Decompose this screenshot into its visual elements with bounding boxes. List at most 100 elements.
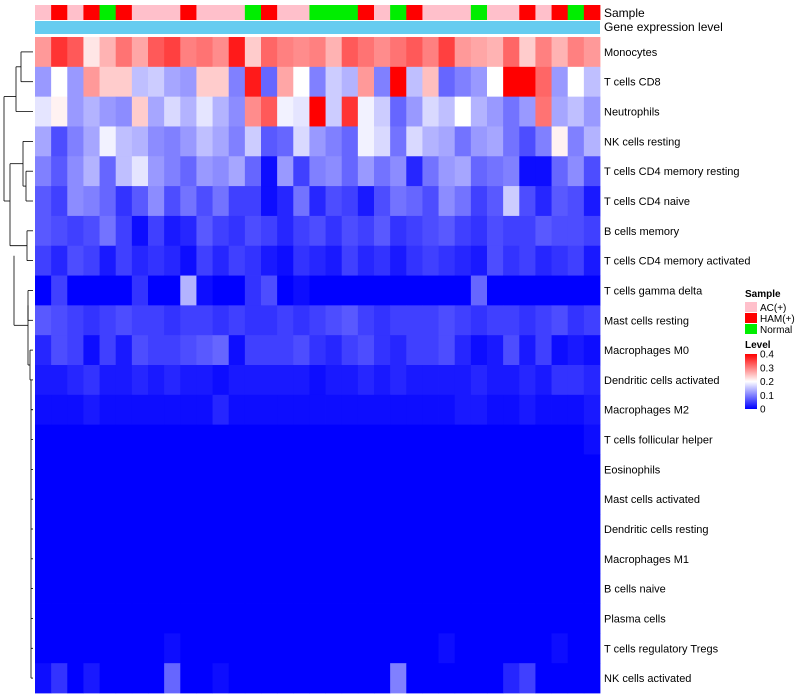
heatmap-cell bbox=[277, 394, 294, 426]
heatmap-cell bbox=[583, 66, 601, 98]
heatmap-cell bbox=[83, 543, 100, 575]
heatmap-cell bbox=[519, 245, 536, 276]
heatmap-cell bbox=[519, 66, 536, 98]
heatmap-cell bbox=[261, 215, 278, 247]
heatmap-cell bbox=[583, 543, 601, 575]
heatmap-cell bbox=[422, 484, 439, 515]
heatmap-cell bbox=[131, 275, 149, 306]
heatmap-cell bbox=[325, 275, 343, 306]
heatmap-cell bbox=[583, 484, 601, 515]
heatmap-cell bbox=[83, 275, 100, 306]
heatmap-cell bbox=[422, 275, 439, 306]
heatmap-cell bbox=[503, 156, 520, 187]
heatmap-cells bbox=[35, 37, 601, 694]
heatmap-cell bbox=[261, 663, 278, 694]
heatmap-cell bbox=[99, 573, 117, 604]
legend-level-tick: 0.1 bbox=[760, 391, 774, 402]
heatmap-cell bbox=[35, 394, 52, 426]
heatmap-cell bbox=[212, 275, 230, 306]
heatmap-cell bbox=[309, 365, 326, 396]
heatmap-cell bbox=[212, 186, 230, 217]
heatmap-cell bbox=[212, 305, 230, 336]
heatmap-cell bbox=[51, 245, 68, 276]
heatmap-cell bbox=[67, 484, 84, 515]
heatmap-cell bbox=[212, 37, 230, 68]
heatmap-cell bbox=[487, 514, 504, 545]
heatmap-cell bbox=[438, 126, 456, 157]
heatmap-cell bbox=[51, 573, 68, 604]
heatmap-cell bbox=[567, 37, 585, 68]
heatmap-cell bbox=[99, 275, 117, 306]
heatmap-cell bbox=[422, 186, 439, 217]
heatmap-cell bbox=[277, 484, 294, 515]
sample-annotation-cell bbox=[374, 5, 391, 20]
heatmap-cell bbox=[406, 663, 423, 694]
heatmap-cell bbox=[196, 126, 213, 157]
row-labels: Monocytes T cells CD8 Neutrophils NK cells … bbox=[604, 47, 751, 685]
heatmap-cell bbox=[374, 394, 391, 426]
heatmap-cell bbox=[390, 454, 407, 485]
heatmap-cell bbox=[357, 573, 375, 604]
heatmap-cell bbox=[212, 633, 230, 664]
heatmap-cell bbox=[51, 305, 68, 336]
heatmap-cell bbox=[212, 156, 230, 187]
sample-annotation-cell bbox=[341, 5, 359, 20]
heatmap-cell bbox=[503, 215, 520, 247]
heatmap-cell bbox=[148, 484, 165, 515]
heatmap-cell bbox=[535, 454, 552, 485]
heatmap-cell bbox=[390, 215, 407, 247]
heatmap-cell bbox=[357, 335, 375, 366]
heatmap-cell bbox=[196, 156, 213, 187]
heatmap-cell bbox=[487, 245, 504, 276]
heatmap-cell bbox=[551, 275, 569, 306]
heatmap-cell bbox=[551, 514, 569, 545]
heatmap-cell bbox=[390, 573, 407, 604]
heatmap-cell bbox=[583, 424, 601, 455]
heatmap-cell bbox=[148, 305, 165, 336]
heatmap-cell bbox=[535, 37, 552, 68]
heatmap-cell bbox=[503, 335, 520, 366]
heatmap-cell bbox=[51, 126, 68, 157]
heatmap-cell bbox=[115, 663, 133, 694]
heatmap-cell bbox=[261, 245, 278, 276]
heatmap-cell bbox=[438, 394, 456, 426]
heatmap-cell bbox=[341, 663, 359, 694]
heatmap-cell bbox=[406, 96, 423, 127]
heatmap-cell bbox=[390, 424, 407, 455]
heatmap-cell bbox=[551, 633, 569, 664]
heatmap-cell bbox=[357, 394, 375, 426]
heatmap-cell bbox=[454, 66, 472, 98]
heatmap-cell bbox=[454, 454, 472, 485]
heatmap-cell bbox=[487, 394, 504, 426]
heatmap-cell bbox=[277, 335, 294, 366]
heatmap-cell bbox=[309, 126, 326, 157]
heatmap-cell bbox=[503, 365, 520, 396]
heatmap-cell bbox=[551, 335, 569, 366]
heatmap-cell bbox=[99, 37, 117, 68]
heatmap-cell bbox=[228, 394, 246, 426]
heatmap-cell bbox=[357, 305, 375, 336]
heatmap-cell bbox=[519, 365, 536, 396]
sample-annotation-cell bbox=[390, 5, 407, 20]
heatmap-cell bbox=[567, 156, 585, 187]
heatmap-cell bbox=[374, 633, 391, 664]
heatmap-cell bbox=[583, 335, 601, 366]
heatmap-cell bbox=[164, 603, 181, 634]
heatmap-cell bbox=[67, 633, 84, 664]
heatmap-cell bbox=[503, 514, 520, 545]
heatmap-cell bbox=[293, 424, 310, 455]
heatmap-cell bbox=[567, 603, 585, 634]
heatmap-cell bbox=[115, 573, 133, 604]
heatmap-cell bbox=[35, 245, 52, 276]
heatmap-cell bbox=[35, 603, 52, 634]
heatmap-cell bbox=[51, 215, 68, 247]
heatmap-cell bbox=[454, 663, 472, 694]
sample-annotation-cell bbox=[277, 5, 294, 20]
heatmap-cell bbox=[341, 603, 359, 634]
heatmap-cell bbox=[567, 394, 585, 426]
heatmap-cell bbox=[51, 37, 68, 68]
heatmap-cell bbox=[212, 543, 230, 575]
heatmap-cell bbox=[583, 156, 601, 187]
heatmap-cell bbox=[261, 156, 278, 187]
heatmap-cell bbox=[51, 335, 68, 366]
